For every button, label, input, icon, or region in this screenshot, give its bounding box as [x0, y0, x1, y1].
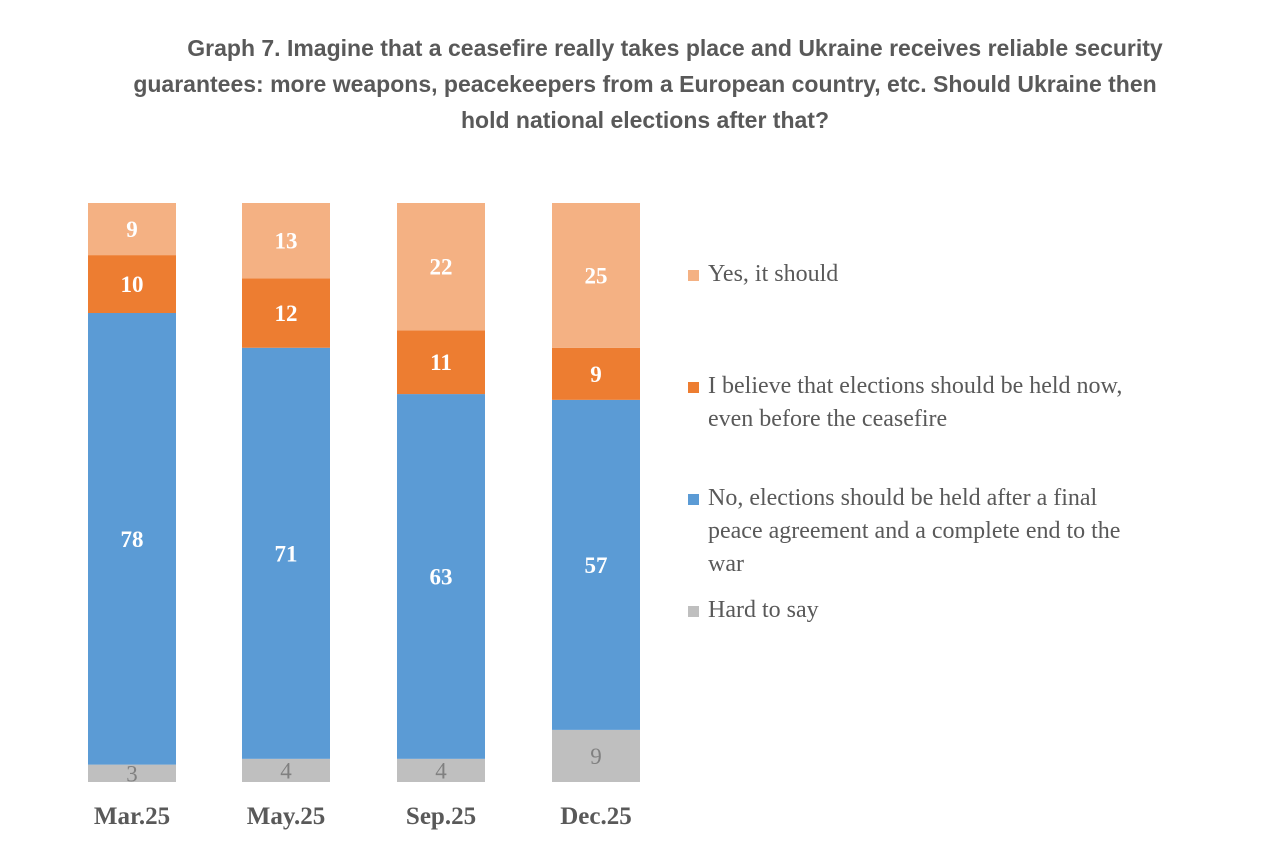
- bar-segment-mar-25-series-3: [88, 203, 176, 256]
- bar-segment-sep-25-series-2: [397, 330, 485, 395]
- data-label: 9: [126, 217, 138, 242]
- data-label: 3: [126, 761, 138, 786]
- bar-segment-sep-25-series-0: [397, 758, 485, 782]
- x-tick-label: Sep.25: [406, 803, 476, 830]
- x-tick-label: Dec.25: [560, 803, 632, 830]
- legend-label: peace agreement and a complete end to th…: [708, 518, 1121, 544]
- chart-title-line-3: hold national elections after that?: [460, 107, 830, 133]
- data-label: 12: [275, 301, 298, 326]
- data-label: 71: [275, 541, 298, 566]
- legend-swatch-icon: [688, 606, 699, 617]
- data-label: 4: [435, 758, 447, 783]
- legend-label: No, elections should be held after a fin…: [708, 485, 1098, 511]
- chart-title-line-1: Graph 7. Imagine that a ceasefire really…: [187, 35, 1163, 61]
- legend-label: war: [708, 551, 744, 577]
- legend-label: Yes, it should: [708, 261, 839, 287]
- data-label: 11: [430, 350, 452, 375]
- x-tick-label: May.25: [247, 803, 325, 830]
- bar-segment-mar-25-series-2: [88, 255, 176, 314]
- legend-item: I believe that elections should be held …: [688, 370, 1208, 436]
- bar-segment-dec-25-series-3: [552, 203, 640, 348]
- legend-swatch-icon: [688, 494, 699, 505]
- bar-segment-sep-25-series-1: [397, 394, 485, 759]
- legend-swatch-icon: [688, 382, 699, 393]
- bar-segment-may-25-series-2: [242, 278, 330, 348]
- bar-segment-may-25-series-1: [242, 347, 330, 759]
- bar-segment-mar-25-series-1: [88, 313, 176, 765]
- bar-segment-may-25-series-0: [242, 758, 330, 782]
- data-label: 13: [275, 229, 298, 254]
- legend-item: Yes, it should: [688, 258, 1208, 291]
- bar-segment-sep-25-series-3: [397, 203, 485, 331]
- data-label: 25: [585, 263, 608, 288]
- legend-label: I believe that elections should be held …: [708, 373, 1123, 399]
- bar-segment-dec-25-series-2: [552, 347, 640, 400]
- bar-segment-may-25-series-3: [242, 203, 330, 279]
- data-label: 4: [280, 758, 292, 783]
- data-label: 78: [121, 527, 144, 552]
- data-label: 57: [585, 553, 608, 578]
- x-tick-label: Mar.25: [94, 803, 170, 830]
- data-label: 10: [121, 272, 144, 297]
- data-label: 9: [590, 362, 602, 387]
- legend-swatch-icon: [688, 270, 699, 281]
- bar-segment-dec-25-series-0: [552, 729, 640, 782]
- chart-title: Graph 7. Imagine that a ceasefire really…: [40, 30, 1250, 138]
- data-label: 22: [430, 255, 453, 280]
- bar-segment-dec-25-series-1: [552, 399, 640, 730]
- legend-label: Hard to say: [708, 597, 819, 623]
- chart-title-line-2: guarantees: more weapons, peacekeepers f…: [133, 71, 1157, 97]
- legend-item: Hard to say: [688, 594, 1208, 627]
- bar-segment-mar-25-series-0: [88, 764, 176, 782]
- legend-label: even before the ceasefire: [708, 406, 948, 432]
- data-label: 63: [430, 564, 453, 589]
- legend-item: No, elections should be held after a fin…: [688, 482, 1208, 581]
- data-label: 9: [590, 744, 602, 769]
